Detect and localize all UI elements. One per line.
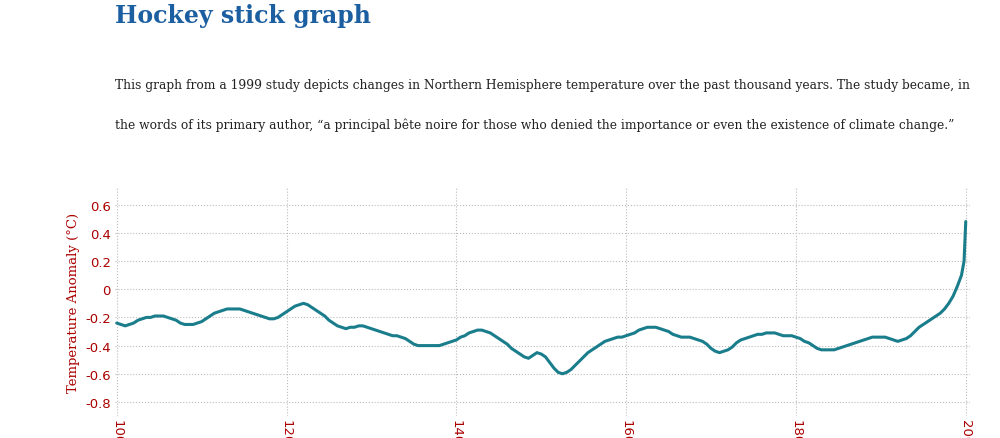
- Text: the words of its primary author, “a principal bête noire for those who denied th: the words of its primary author, “a prin…: [115, 118, 954, 132]
- Text: This graph from a 1999 study depicts changes in Northern Hemisphere temperature : This graph from a 1999 study depicts cha…: [115, 79, 970, 92]
- Text: Hockey stick graph: Hockey stick graph: [115, 4, 371, 28]
- Y-axis label: Temperature Anomaly (°C): Temperature Anomaly (°C): [67, 212, 80, 392]
